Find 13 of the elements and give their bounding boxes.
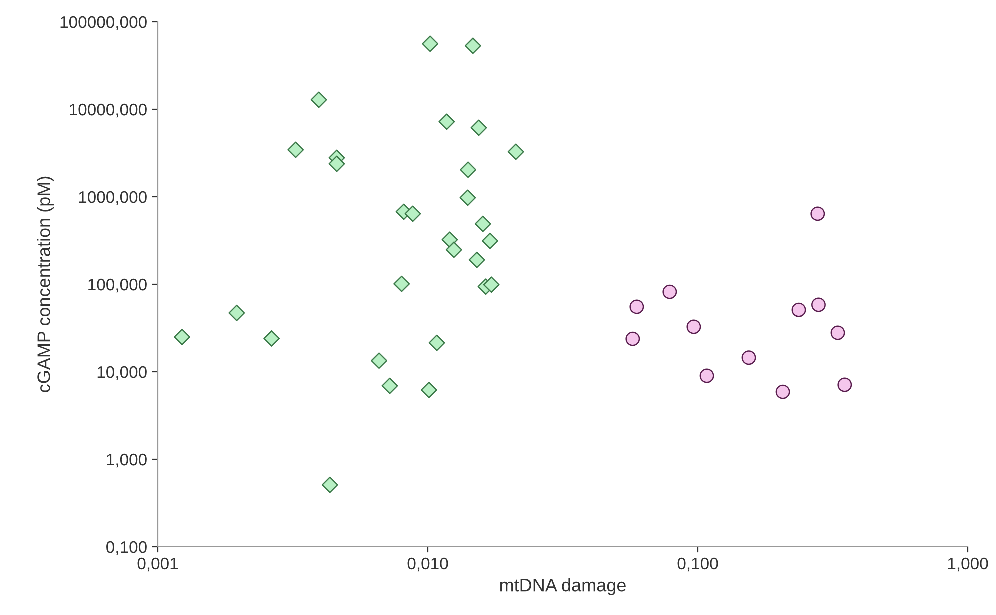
x-tick-label: 0,010 bbox=[408, 558, 448, 572]
y-tick-label: 0,100 bbox=[106, 541, 147, 556]
x-tick-label: 0,001 bbox=[138, 558, 178, 572]
y-tick-label: 1,000 bbox=[107, 454, 147, 468]
x-tick-label: 1,000 bbox=[948, 558, 988, 572]
y-tick-label: 100,000 bbox=[88, 278, 147, 293]
x-axis-title: mtDNA damage bbox=[500, 578, 626, 596]
y-tick-label: 10000,000 bbox=[70, 104, 147, 118]
x-tick-label: 0,100 bbox=[678, 558, 718, 572]
y-tick-label: 100000,000 bbox=[60, 16, 147, 30]
y-tick-label: 10,000 bbox=[98, 366, 147, 380]
y-axis-title: cGAMP concentration (pM) bbox=[37, 176, 54, 392]
y-tick-label: 1000,000 bbox=[79, 191, 147, 206]
